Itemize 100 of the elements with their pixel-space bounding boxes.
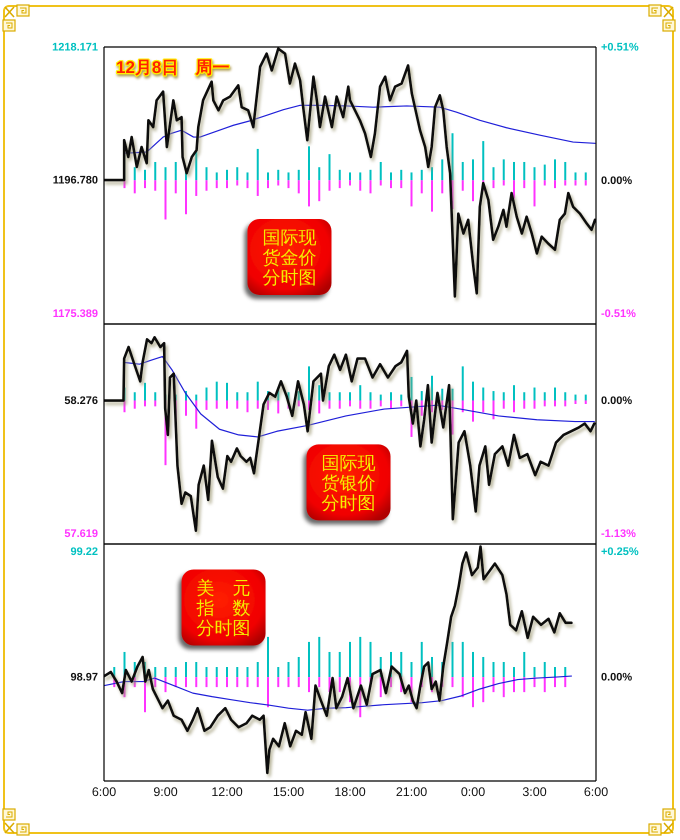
y2-tick-label: -0.51% xyxy=(601,308,636,320)
y-tick-label: 98.97 xyxy=(70,672,98,684)
bar xyxy=(380,162,382,180)
bar xyxy=(195,180,198,196)
bar xyxy=(195,677,198,688)
bar xyxy=(513,162,515,180)
bar xyxy=(544,164,546,180)
bar xyxy=(472,677,474,708)
bar xyxy=(267,172,269,180)
bar xyxy=(318,385,320,400)
bar xyxy=(308,642,310,678)
bar xyxy=(482,388,484,400)
bar xyxy=(124,400,126,412)
bar xyxy=(544,400,546,406)
bar xyxy=(492,662,494,678)
bar xyxy=(523,652,526,678)
bar xyxy=(318,677,320,688)
bar xyxy=(154,162,156,180)
x-tick-label: 0:00 xyxy=(460,784,486,799)
bar xyxy=(359,400,362,409)
bar xyxy=(400,652,402,678)
bar xyxy=(195,394,198,400)
bar xyxy=(206,400,208,410)
bar xyxy=(410,376,412,400)
bar xyxy=(523,677,526,692)
bar xyxy=(154,400,156,406)
bar xyxy=(523,400,526,409)
bar xyxy=(584,400,587,404)
bar xyxy=(502,677,505,698)
bar xyxy=(256,180,259,196)
bar xyxy=(564,392,566,400)
y-tick-label: 1175.389 xyxy=(52,308,98,320)
bar xyxy=(256,148,259,180)
bar xyxy=(554,388,556,400)
bar xyxy=(370,642,372,678)
bar xyxy=(554,400,556,406)
bar xyxy=(420,391,423,400)
bar xyxy=(195,662,198,678)
bar xyxy=(534,167,536,180)
bar xyxy=(216,382,218,400)
bar xyxy=(359,636,362,678)
bar xyxy=(380,394,382,400)
bar xyxy=(338,180,341,188)
bar xyxy=(164,667,166,678)
bar xyxy=(226,180,228,188)
bar xyxy=(226,400,228,409)
bar xyxy=(236,400,238,409)
bar xyxy=(370,392,372,400)
bar xyxy=(544,392,546,400)
y2-tick-label: +0.25% xyxy=(601,546,639,558)
bar xyxy=(482,656,484,678)
bar xyxy=(462,180,464,191)
bar xyxy=(452,400,454,435)
bar xyxy=(420,170,423,180)
bar xyxy=(523,392,526,400)
bar xyxy=(523,162,526,180)
bar xyxy=(390,392,392,400)
bar xyxy=(513,677,515,692)
bar xyxy=(359,172,362,180)
bar xyxy=(349,392,351,400)
y-tick-label: 99.22 xyxy=(70,546,98,558)
bar xyxy=(544,677,546,692)
bar xyxy=(564,400,566,406)
bar xyxy=(431,180,433,212)
bar xyxy=(277,400,280,414)
bar xyxy=(564,667,566,678)
bar xyxy=(174,667,177,678)
x-tick-label: 6:00 xyxy=(584,784,608,799)
bar xyxy=(452,133,454,180)
bar xyxy=(236,667,238,678)
bar xyxy=(267,180,269,188)
bar xyxy=(185,180,187,214)
bar xyxy=(492,677,494,692)
y2-tick-label: 0.00% xyxy=(601,394,632,407)
bar xyxy=(472,382,474,400)
bar xyxy=(482,141,484,180)
bar xyxy=(420,180,423,194)
bar xyxy=(185,677,187,688)
bar xyxy=(236,180,238,186)
y2-tick-label: 0.00% xyxy=(601,174,632,187)
bar xyxy=(277,677,280,688)
bar xyxy=(513,667,515,678)
bar xyxy=(318,167,320,180)
bar xyxy=(298,400,300,406)
bar xyxy=(298,677,300,688)
bar xyxy=(400,400,402,406)
x-tick-label: 12:00 xyxy=(211,784,243,799)
bar xyxy=(584,394,587,400)
bar xyxy=(328,180,330,191)
bar xyxy=(277,170,280,180)
bar xyxy=(390,180,392,188)
y2-tick-label: -1.13% xyxy=(601,528,636,540)
bar xyxy=(216,677,218,688)
bar xyxy=(584,172,587,180)
bar xyxy=(410,172,412,180)
bar xyxy=(441,159,444,180)
bar xyxy=(564,162,566,180)
bar xyxy=(308,366,310,400)
bar xyxy=(482,400,484,412)
bar xyxy=(420,400,423,416)
